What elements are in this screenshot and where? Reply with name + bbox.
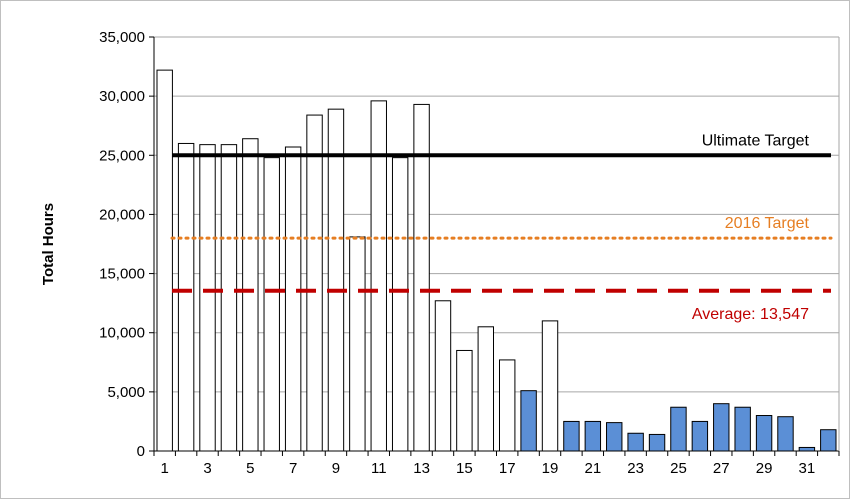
x-tick-label: 9 [332,460,340,477]
bar [584,420,602,452]
x-tick-label: 27 [713,460,730,477]
bar [391,157,409,452]
x-tick-label: 31 [799,460,816,477]
bar [606,422,623,452]
reference-line-label: Ultimate Target [702,132,810,149]
bar [670,406,687,452]
bar [777,416,794,452]
bar [734,406,751,452]
bar [306,114,323,452]
y-tick-label: 10,000 [99,325,145,342]
bar [520,390,537,452]
x-tick-label: 23 [627,460,644,477]
bar [820,429,837,452]
bar [177,142,195,452]
bar [349,236,366,452]
bar [456,349,473,452]
x-tick-label: 13 [413,460,430,477]
bar [691,420,709,452]
bar [755,415,773,452]
bar [327,108,345,452]
reference-line-label: Average: 13,547 [692,306,809,323]
bar [627,432,644,452]
y-tick-label: 5,000 [107,384,145,401]
x-tick-label: 3 [203,460,211,477]
y-tick-label: 0 [137,443,145,460]
x-tick-label: 7 [289,460,297,477]
y-tick-label: 35,000 [99,29,145,46]
y-tick-label: 25,000 [99,147,145,164]
y-tick-label: 15,000 [99,266,145,283]
reference-lines [170,153,833,293]
bar [798,446,816,452]
y-axis-title: Total Hours [40,203,57,285]
bar [220,144,238,452]
x-tick-label: 21 [584,460,601,477]
x-tick-label: 17 [499,460,516,477]
bar [713,403,730,452]
labels: 0 5,000 10,000 15,000 20,000 25,000 30,000 35,0… [40,29,815,477]
x-tick-label: 19 [542,460,559,477]
bar [199,144,216,452]
x-tick-label: 29 [756,460,773,477]
bar [156,69,173,452]
bar [434,300,452,452]
y-tick-label: 30,000 [99,88,145,105]
bar [263,157,280,452]
x-tick-label: 11 [371,460,387,477]
reference-line-label: 2016 Target [725,215,810,232]
x-tick-label: 15 [456,460,473,477]
bar [242,138,259,452]
bar [498,359,516,452]
x-tick-label: 5 [246,460,254,477]
bar [477,326,495,452]
bars [156,69,837,452]
y-tick-label: 20,000 [99,206,145,223]
bar [648,433,666,452]
x-tick-label: 1 [161,460,169,477]
bar [541,320,559,452]
bar [563,420,580,452]
x-tick-label: 25 [670,460,687,477]
axes [149,36,840,456]
bar [284,146,302,452]
